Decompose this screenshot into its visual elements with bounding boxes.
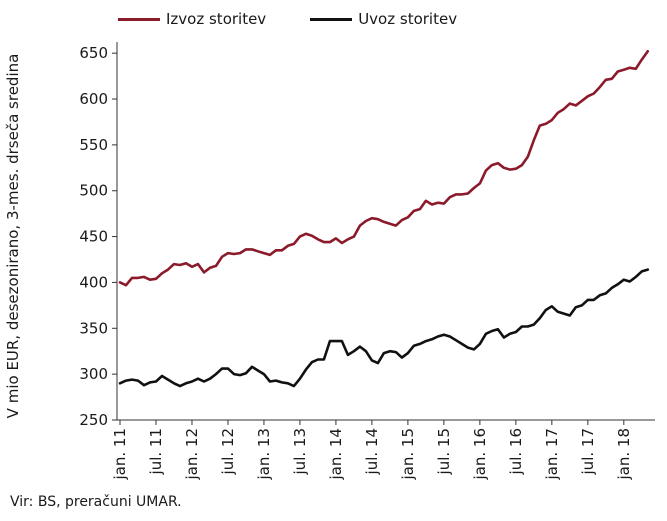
x-tick-label: jul. 11 — [147, 428, 165, 475]
x-tick-label: jan. 18 — [615, 428, 633, 481]
y-tick-label: 250 — [79, 411, 108, 429]
x-tick-label: jul. 16 — [507, 428, 525, 475]
x-tick-label: jan. 14 — [327, 428, 345, 481]
x-tick-label: jan. 13 — [255, 428, 273, 481]
x-tick-label: jan. 16 — [471, 428, 489, 481]
x-tick-label: jul. 12 — [219, 428, 237, 475]
x-tick-label: jan. 15 — [399, 428, 417, 481]
legend-label-uvoz: Uvoz storitev — [358, 10, 458, 28]
y-tick-label: 300 — [79, 365, 108, 383]
x-tick-label: jul. 15 — [435, 428, 453, 475]
source-note: Vir: BS, preračuni UMAR. — [10, 494, 182, 510]
y-axis: 250 300 350 400 450 500 550 600 650 — [79, 42, 118, 429]
y-tick-label: 600 — [79, 90, 108, 108]
legend-swatch-uvoz — [310, 17, 353, 21]
x-tick-label: jan. 12 — [183, 428, 201, 481]
y-tick-label: 350 — [79, 319, 108, 337]
y-tick-label: 500 — [79, 182, 108, 200]
y-tick-label: 650 — [79, 44, 108, 62]
x-tick-label: jul. 14 — [363, 428, 381, 475]
series-line-izvoz — [118, 49, 650, 287]
legend: Izvoz storitev Uvoz storitev — [118, 10, 457, 28]
x-tick-label: jul. 13 — [291, 428, 309, 475]
legend-item-izvoz: Izvoz storitev — [118, 10, 266, 28]
y-tick-label: 450 — [79, 228, 108, 246]
legend-swatch-izvoz — [118, 17, 160, 21]
x-axis: jan. 11 jul. 11 jan. 12 jul. 12 jan. 13 jul. … — [111, 419, 655, 481]
y-tick-label: 550 — [79, 136, 108, 154]
x-tick-label: jan. 11 — [111, 428, 129, 481]
x-tick-label: jul. 17 — [579, 428, 597, 475]
x-tick-label: jan. 17 — [543, 428, 561, 481]
legend-item-uvoz: Uvoz storitev — [310, 10, 457, 28]
y-tick-label: 400 — [79, 273, 108, 291]
series-layer — [118, 49, 650, 388]
series-line-uvoz — [118, 268, 650, 388]
legend-label-izvoz: Izvoz storitev — [166, 10, 267, 28]
y-axis-title: V mio EUR, desezonirano, 3-mes. drseča s… — [4, 54, 22, 419]
